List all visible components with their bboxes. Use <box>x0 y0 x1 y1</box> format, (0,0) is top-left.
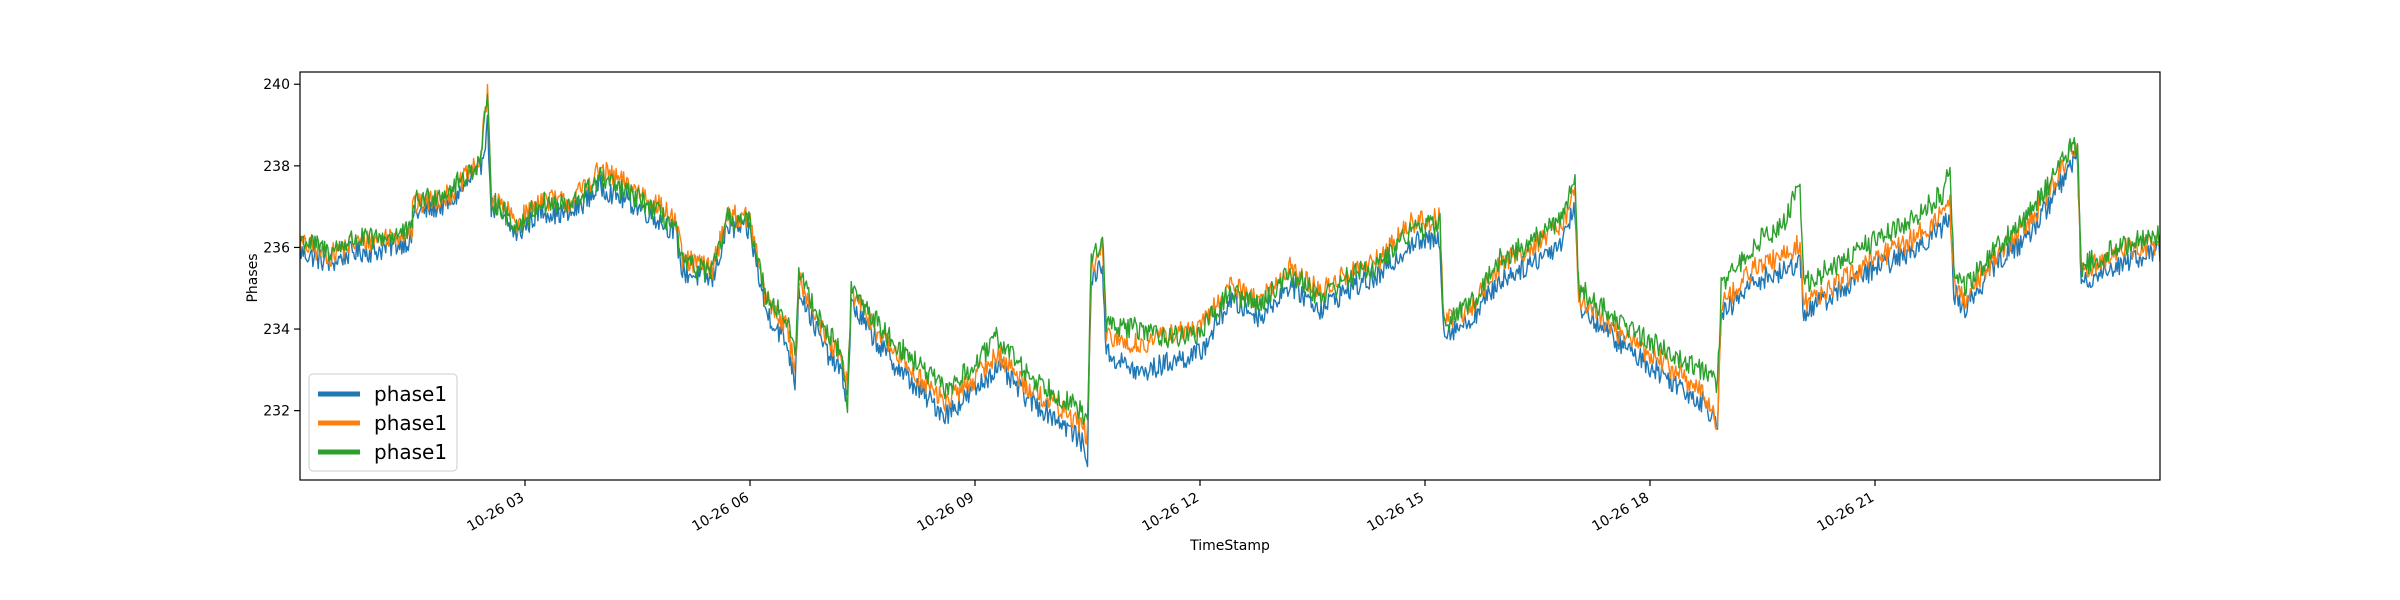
series-line <box>300 83 2160 445</box>
legend: phase1 phase1 phase1 <box>308 373 458 472</box>
x-axis-title: TimeStamp <box>1189 538 1270 554</box>
series-layer <box>300 83 2160 468</box>
plot-frame <box>299 71 2161 481</box>
y-tick-label: 232 <box>263 404 290 420</box>
series-line <box>300 114 2160 468</box>
legend-label: phase1 <box>374 411 447 435</box>
series-line <box>300 93 2160 425</box>
y-axis-title: Phases <box>245 253 261 302</box>
y-tick-label: 240 <box>263 77 290 93</box>
y-tick-label: 234 <box>263 322 290 338</box>
legend-label: phase1 <box>374 382 447 406</box>
legend-box <box>308 373 458 472</box>
y-axis: 232 234 236 238 240 <box>263 77 300 420</box>
y-tick-label: 238 <box>263 159 290 175</box>
legend-label: phase1 <box>374 440 447 464</box>
y-tick-label: 236 <box>263 240 290 256</box>
